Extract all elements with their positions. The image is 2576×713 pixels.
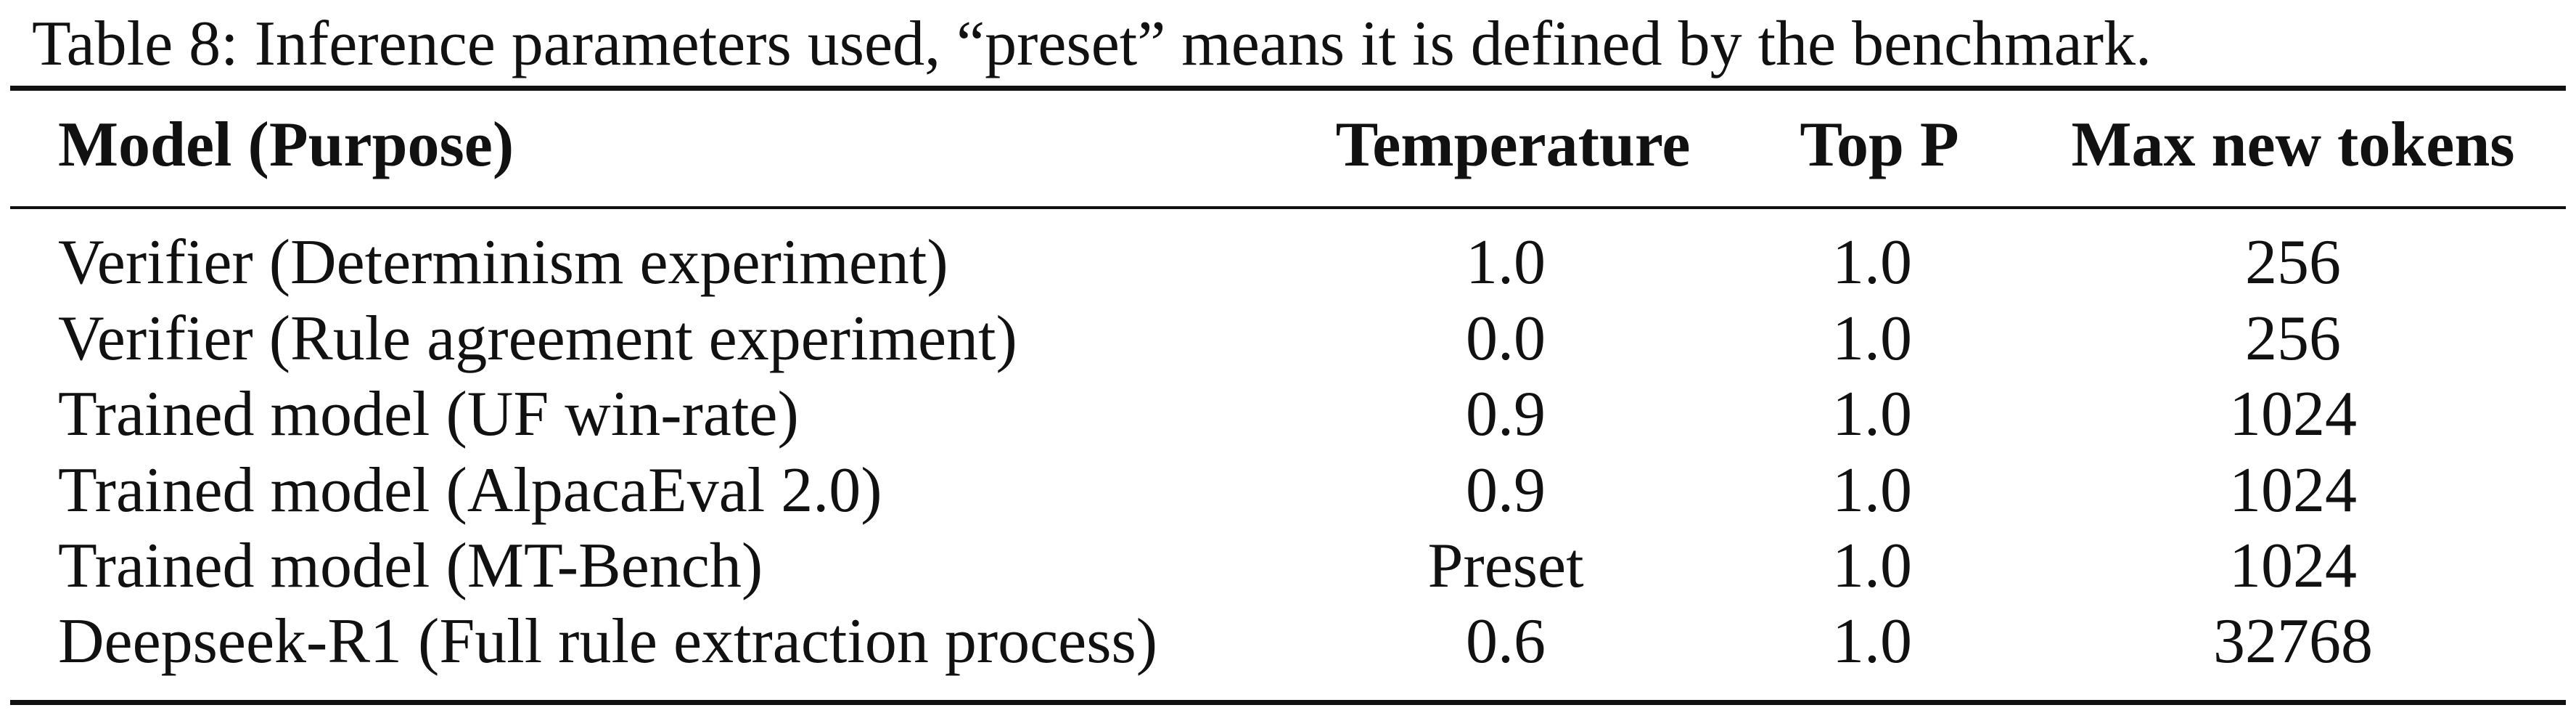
row-temperature-cell: Preset	[1427, 531, 1584, 601]
row-top-p-cell: 1.0	[1832, 606, 1912, 677]
row-top-p-cell: 1.0	[1832, 379, 1912, 449]
row-max-tokens-cell: 32768	[2213, 606, 2373, 677]
row-temperature-cell: 0.9	[1466, 455, 1546, 526]
row-max-tokens-cell: 256	[2245, 227, 2341, 298]
table-caption: Table 8: Inference parameters used, “pre…	[32, 9, 2152, 79]
row-top-p-cell: 1.0	[1832, 227, 1912, 298]
row-top-p-cell: 1.0	[1832, 455, 1912, 526]
header-top-p: Top P	[1800, 110, 1959, 180]
row-temperature-cell: 0.9	[1466, 379, 1546, 449]
row-top-p-cell: 1.0	[1832, 303, 1912, 374]
row-top-p-cell: 1.0	[1832, 531, 1912, 601]
row-model-cell: Trained model (UF win-rate)	[58, 379, 799, 449]
header-max-new-tokens: Max new tokens	[2071, 110, 2515, 180]
row-max-tokens-cell: 256	[2245, 303, 2341, 374]
row-temperature-cell: 1.0	[1466, 227, 1546, 298]
bottom-rule	[10, 700, 2566, 705]
row-model-cell: Trained model (MT-Bench)	[58, 531, 763, 601]
top-rule	[10, 86, 2566, 91]
row-max-tokens-cell: 1024	[2229, 379, 2357, 449]
row-temperature-cell: 0.6	[1466, 606, 1546, 677]
header-rule	[10, 206, 2566, 209]
row-model-cell: Deepseek-R1 (Full rule extraction proces…	[58, 606, 1158, 677]
header-temperature: Temperature	[1335, 110, 1691, 180]
row-max-tokens-cell: 1024	[2229, 531, 2357, 601]
row-model-cell: Verifier (Rule agreement experiment)	[58, 303, 1017, 374]
row-temperature-cell: 0.0	[1466, 303, 1546, 374]
row-model-cell: Verifier (Determinism experiment)	[58, 227, 948, 298]
row-model-cell: Trained model (AlpacaEval 2.0)	[58, 455, 882, 526]
row-max-tokens-cell: 1024	[2229, 455, 2357, 526]
header-model-purpose: Model (Purpose)	[58, 110, 514, 180]
